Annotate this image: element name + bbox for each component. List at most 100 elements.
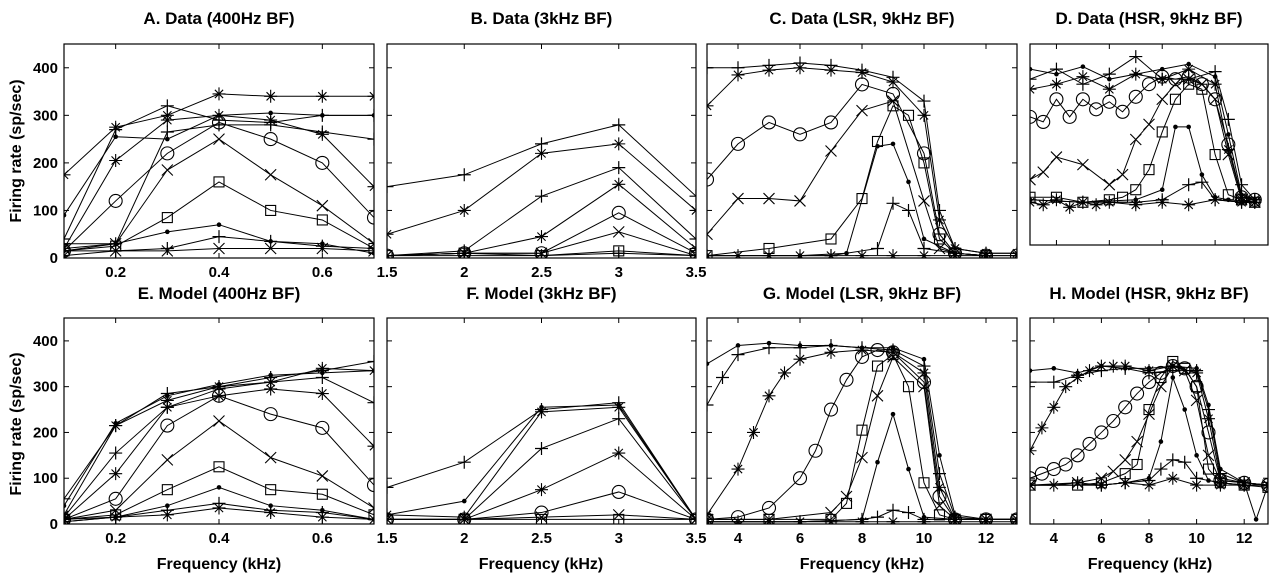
x-marker-6-4-3 [840,490,853,503]
dot-marker-2-5-5 [906,179,911,185]
dot-marker-7-6-6 [1182,407,1187,412]
y-tick-label-4-4: 400 [33,333,58,350]
star-marker-7-8-9 [1237,478,1251,492]
plus-marker-1-7-4 [689,249,696,258]
plus-marker-0-9-2 [160,241,174,255]
x-axis-label-g: Frequency (kHz) [800,556,924,573]
x-marker-1-5-3 [612,225,625,238]
plus-marker-7-1-0 [1030,375,1037,389]
dot-marker-0-8-3 [216,222,222,228]
square-marker-2-4-5 [887,100,899,112]
plus-marker-1-0-4 [689,189,696,203]
star-marker-1-3-2 [535,230,548,244]
star-marker-7-2-5 [1083,364,1096,378]
dot-marker-7-0-11 [1253,517,1259,522]
square-marker-2-4-7 [918,157,930,169]
circle-marker-3-3-9 [1141,77,1157,92]
x-marker-6-4-4 [856,451,868,464]
square-marker-3-5-10 [1196,83,1208,95]
star-marker-6-8-8 [948,515,962,524]
x-marker-0-6-2 [161,164,174,176]
x-marker-7-4-11 [1202,449,1215,462]
star-marker-7-8-2 [1071,476,1085,490]
plus-marker-1-2-3 [612,161,626,175]
plus-marker-6-7-5 [902,506,915,520]
circle-marker-6-3-3 [792,471,808,486]
star-marker-2-1-4 [824,63,838,77]
star-marker-3-2-6 [1182,62,1196,76]
x-marker-3-4-1 [1037,166,1050,179]
series-group-2 [707,56,1017,258]
star-marker-6-8-9 [979,515,993,524]
x-marker-3-4-8 [1156,93,1169,106]
plus-marker-0-4-4 [264,118,278,132]
star-marker-3-8-9 [1182,198,1196,212]
star-marker-2-7-9 [979,249,993,258]
circle-marker-0-5-6 [366,210,374,225]
circle-marker-7-3-6 [1094,425,1109,440]
x-tick-label-7-2: 8 [1145,530,1153,547]
circle-marker-3-3-2 [1049,92,1064,107]
square-marker-1-6-1 [458,247,470,258]
x-tick-label-0-2: 0.6 [312,264,333,281]
series-line-3-6 [1030,126,1255,203]
circle-marker-7-3-4 [1070,448,1085,463]
circle-marker-3-3-10 [1155,69,1170,84]
x-marker-2-3-4 [825,145,837,157]
star-marker-3-8-4 [1076,195,1090,209]
dot-marker-2-5-4 [890,141,896,147]
star-marker-4-4-1 [109,467,123,481]
star-marker-4-2-5 [315,361,329,375]
plus-marker-5-3-3 [612,412,626,426]
circle-marker-0-5-3 [211,115,227,130]
x-tick-label-5-0: 1.5 [377,530,398,547]
x-tick-label-6-1: 6 [796,530,804,547]
star-marker-3-8-11 [1235,195,1249,209]
square-marker-6-5-7 [902,381,915,393]
series-line-7-6 [1030,375,1268,486]
plus-marker-3-7-5 [1195,175,1209,189]
star-marker-1-1-2 [535,146,548,160]
series-group-5 [387,396,696,524]
dot-marker-0-8-2 [165,229,170,235]
star-marker-4-4-2 [160,400,174,414]
star-marker-5-4-2 [535,483,548,497]
circle-marker-7-3-11 [1153,365,1168,380]
star-marker-6-2-1 [731,462,745,476]
star-marker-4-10-3 [212,501,226,515]
x-tick-label-7-1: 6 [1097,530,1105,547]
star-marker-2-1-8 [933,213,946,227]
star-marker-7-2-8 [1118,359,1132,373]
series-line-2-3 [707,100,987,257]
x-tick-label-7-3: 10 [1188,530,1205,547]
dot-marker-3-6-6 [1199,172,1205,177]
series-line-7-3 [1030,365,1268,486]
star-marker-3-2-5 [1155,72,1169,86]
star-marker-7-2-3 [1059,380,1073,394]
square-marker-0-7-4 [265,204,277,216]
circle-marker-2-2-3 [792,127,808,142]
circle-marker-7-3-0 [1030,471,1038,486]
star-marker-2-7-8 [948,249,962,258]
star-marker-3-8-8 [1155,195,1169,209]
plus-marker-4-3-6 [367,396,374,410]
star-marker-4-10-5 [315,510,329,524]
plus-marker-0-1-1 [109,123,123,137]
square-marker-0-7-3 [213,176,225,188]
star-marker-3-8-2 [1049,193,1063,207]
plus-marker-6-1-2 [731,348,745,362]
plus-marker-0-4-6 [367,132,374,146]
star-marker-4-10-2 [160,508,174,522]
plus-marker-0-9-5 [315,239,329,253]
plus-marker-2-0-0 [707,61,714,75]
square-marker-3-5-5 [1130,184,1142,196]
plus-marker-0-9-6 [367,241,374,255]
series-line-5-3 [387,418,696,520]
dot-marker-2-5-6 [921,236,927,242]
circle-marker-4-5-2 [160,418,175,433]
plus-marker-1-0-3 [612,118,626,132]
plus-marker-7-7-4 [1154,462,1168,476]
star-marker-2-1-2 [762,63,776,77]
dot-marker-4-1-4 [268,372,273,378]
x-tick-label-5-4: 3.5 [686,530,707,547]
